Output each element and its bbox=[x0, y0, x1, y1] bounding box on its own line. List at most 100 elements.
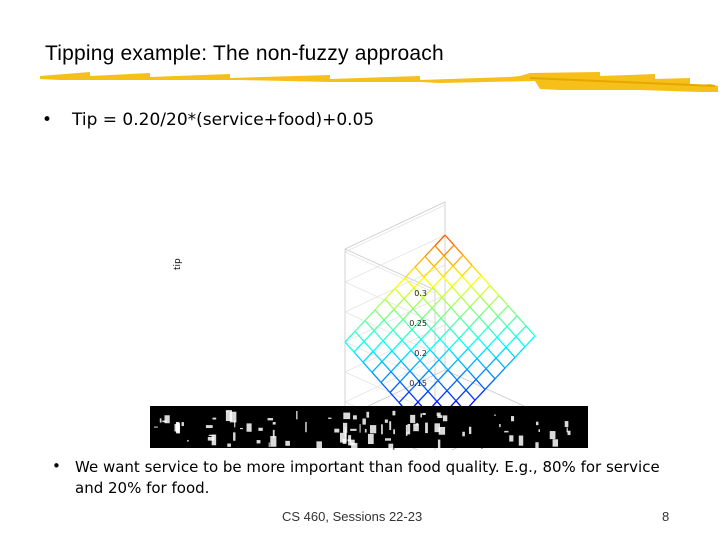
colorbar-speck bbox=[420, 413, 422, 418]
z-tick-label: 0.25 bbox=[409, 319, 427, 328]
mesh-line-food bbox=[362, 351, 374, 363]
mesh-line-service bbox=[440, 317, 451, 329]
mesh-line-service bbox=[437, 380, 448, 392]
colorbar-speck bbox=[234, 420, 236, 428]
mesh-line-service bbox=[469, 306, 480, 318]
mesh-line-service bbox=[393, 308, 404, 320]
mesh-line-food bbox=[446, 379, 458, 392]
mesh-line-food bbox=[524, 335, 536, 348]
mesh-line-service bbox=[439, 338, 450, 350]
mesh-line-food bbox=[427, 380, 439, 392]
mesh-line-service bbox=[465, 389, 476, 401]
colorbar-speck bbox=[406, 432, 411, 435]
mesh-line-service bbox=[462, 254, 473, 266]
mesh-line-food bbox=[353, 340, 365, 353]
mesh-line-food bbox=[438, 348, 450, 361]
colorbar-speck bbox=[181, 422, 184, 427]
title-underline-brushstroke bbox=[40, 72, 718, 92]
colorbar-speck bbox=[504, 430, 509, 433]
colorbar-speck bbox=[164, 415, 170, 424]
mesh-line-service bbox=[432, 286, 443, 298]
mesh-line-food bbox=[400, 349, 412, 362]
mesh-line-food bbox=[474, 389, 486, 401]
mesh-line-service bbox=[371, 371, 382, 383]
mesh-line-service bbox=[489, 285, 500, 297]
mesh-line-service bbox=[372, 351, 383, 363]
colorbar-speck bbox=[366, 411, 370, 418]
mesh-line-food bbox=[465, 378, 477, 391]
bullet-dot: • bbox=[42, 110, 53, 130]
colorbar-speck bbox=[211, 434, 217, 446]
mesh-line-food bbox=[413, 276, 425, 289]
slide-title: Tipping example: The non-fuzzy approach bbox=[45, 42, 444, 65]
mesh-line-service bbox=[391, 350, 402, 362]
mesh-line-food bbox=[470, 274, 482, 287]
mesh-line-service bbox=[457, 358, 468, 370]
colorbar-speck bbox=[305, 421, 307, 433]
mesh-line-service bbox=[471, 264, 482, 276]
colorbar-speck bbox=[405, 424, 408, 436]
mesh-line-service bbox=[434, 245, 445, 257]
colorbar-speck bbox=[393, 429, 396, 435]
mesh-line-service bbox=[507, 305, 518, 317]
colorbar-speck bbox=[413, 423, 419, 432]
colorbar-speck bbox=[381, 424, 383, 435]
mesh-line-food bbox=[393, 298, 405, 310]
z-axis-label: tip bbox=[173, 258, 183, 270]
mesh-line-service bbox=[383, 319, 394, 331]
colorbar-speck bbox=[205, 425, 213, 428]
mesh-line-service bbox=[448, 348, 459, 360]
mesh-line-food bbox=[383, 308, 395, 321]
mesh-line-food bbox=[424, 245, 436, 257]
mesh-line-food bbox=[421, 307, 433, 320]
mesh-line-service bbox=[384, 298, 395, 310]
mesh-line-service bbox=[447, 369, 458, 381]
colorbar-speck bbox=[268, 442, 270, 448]
mesh-line-service bbox=[498, 295, 509, 307]
colorbar-speck bbox=[493, 414, 496, 416]
colorbar-speck bbox=[258, 427, 263, 431]
colorbar-speck bbox=[227, 443, 231, 447]
mesh-line-service bbox=[408, 391, 419, 403]
mesh-line-service bbox=[381, 361, 392, 373]
colorbar-speck bbox=[384, 419, 388, 423]
mesh-line-service bbox=[418, 380, 429, 392]
mesh-line-service bbox=[486, 347, 497, 359]
colorbar-noise bbox=[154, 410, 571, 450]
mesh-line-service bbox=[409, 370, 420, 382]
mesh-line-service bbox=[410, 349, 421, 361]
mesh-line-food bbox=[399, 370, 411, 383]
colorbar-speck bbox=[207, 436, 215, 441]
colorbar-speck bbox=[328, 417, 332, 419]
colorbar-speck bbox=[316, 441, 322, 450]
z-tick-label: 0.3 bbox=[414, 289, 427, 298]
mesh-line-food bbox=[439, 327, 451, 340]
mesh-line-service bbox=[461, 275, 472, 287]
z-gridline bbox=[344, 264, 446, 354]
mesh-line-food bbox=[402, 308, 414, 320]
mesh-line-service bbox=[431, 307, 442, 319]
colorbar-speck bbox=[272, 421, 276, 425]
colorbar-speck bbox=[334, 428, 340, 433]
mesh-line-food bbox=[380, 371, 392, 383]
colorbar-speck bbox=[552, 439, 559, 447]
bullet-dot: • bbox=[52, 457, 61, 475]
colorbar-speck bbox=[343, 412, 351, 420]
mesh-line-food bbox=[434, 234, 446, 247]
mesh-line-service bbox=[428, 370, 439, 382]
mesh-line-service bbox=[373, 330, 384, 342]
mesh-line-service bbox=[446, 390, 457, 402]
mesh-line-food bbox=[373, 319, 385, 332]
mesh-line-food bbox=[447, 358, 459, 371]
mesh-line-food bbox=[449, 317, 461, 329]
mesh-line-service bbox=[380, 381, 391, 393]
mesh-line-food bbox=[455, 389, 467, 402]
mesh-line-food bbox=[423, 266, 435, 278]
slide-number: 8 bbox=[662, 509, 670, 524]
colorbar-speck bbox=[509, 435, 514, 442]
mesh-line-service bbox=[430, 328, 441, 340]
mesh-line-food bbox=[394, 277, 406, 289]
mesh-line-service bbox=[411, 329, 422, 341]
mesh-line-service bbox=[485, 368, 496, 380]
mesh-line-food bbox=[461, 264, 473, 277]
